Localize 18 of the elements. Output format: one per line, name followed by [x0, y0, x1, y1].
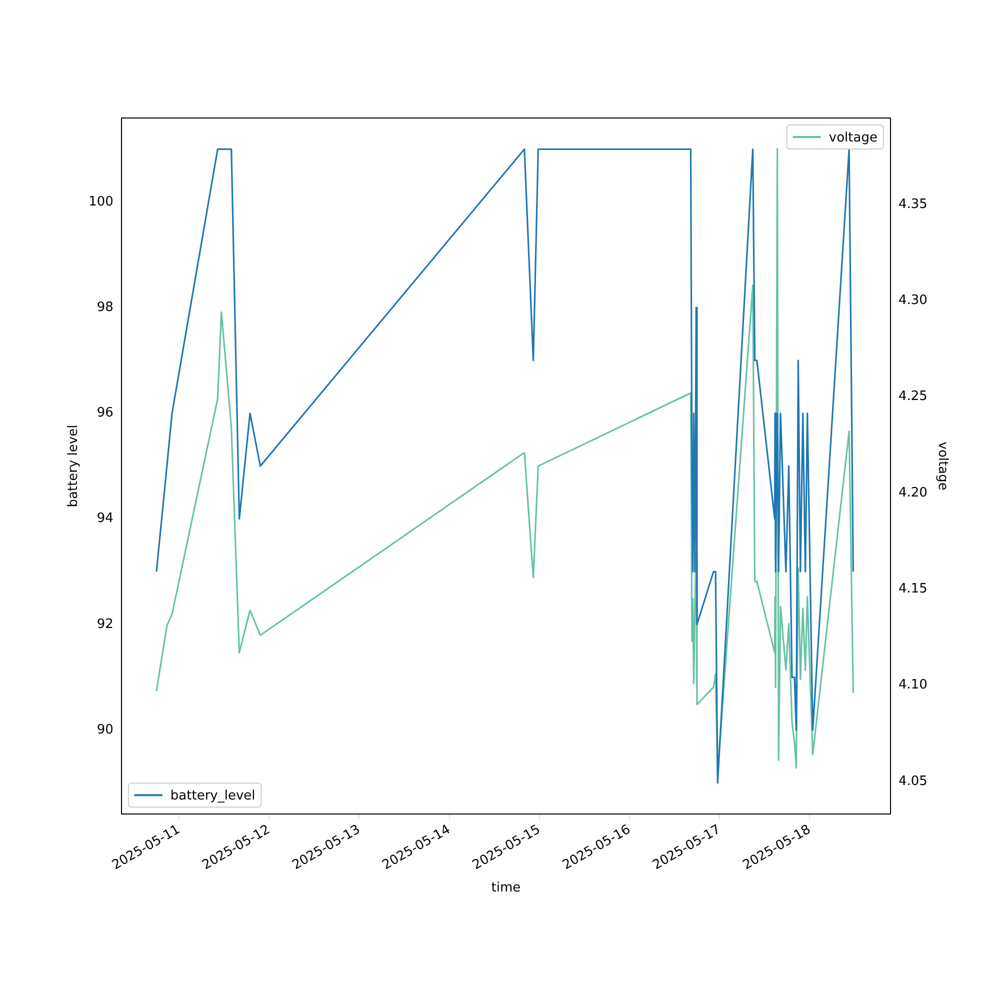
y2-tick-label: 4.05 [898, 774, 928, 789]
y-tick-label: 98 [96, 300, 114, 315]
y2-tick-label: 4.10 [898, 678, 928, 693]
y-tick-label: 100 [88, 194, 114, 210]
y2-tick-label: 4.35 [898, 196, 928, 212]
y-tick-label: 90 [96, 722, 114, 738]
y2-tick-label: 4.30 [898, 293, 928, 308]
y2-tick-label: 4.20 [898, 485, 928, 500]
legend-label: battery_level [170, 788, 256, 804]
x-axis-title: time [491, 880, 521, 896]
y2-tick-label: 4.15 [898, 582, 928, 597]
legend-label: voltage [828, 130, 878, 146]
y-tick-label: 96 [96, 406, 114, 421]
y-tick-label: 94 [96, 511, 114, 526]
y2-tick-label: 4.25 [898, 389, 928, 404]
y-axis-title: battery level [66, 424, 82, 508]
y-tick-label: 92 [96, 616, 114, 632]
y2-axis-title: voltage [934, 442, 950, 490]
